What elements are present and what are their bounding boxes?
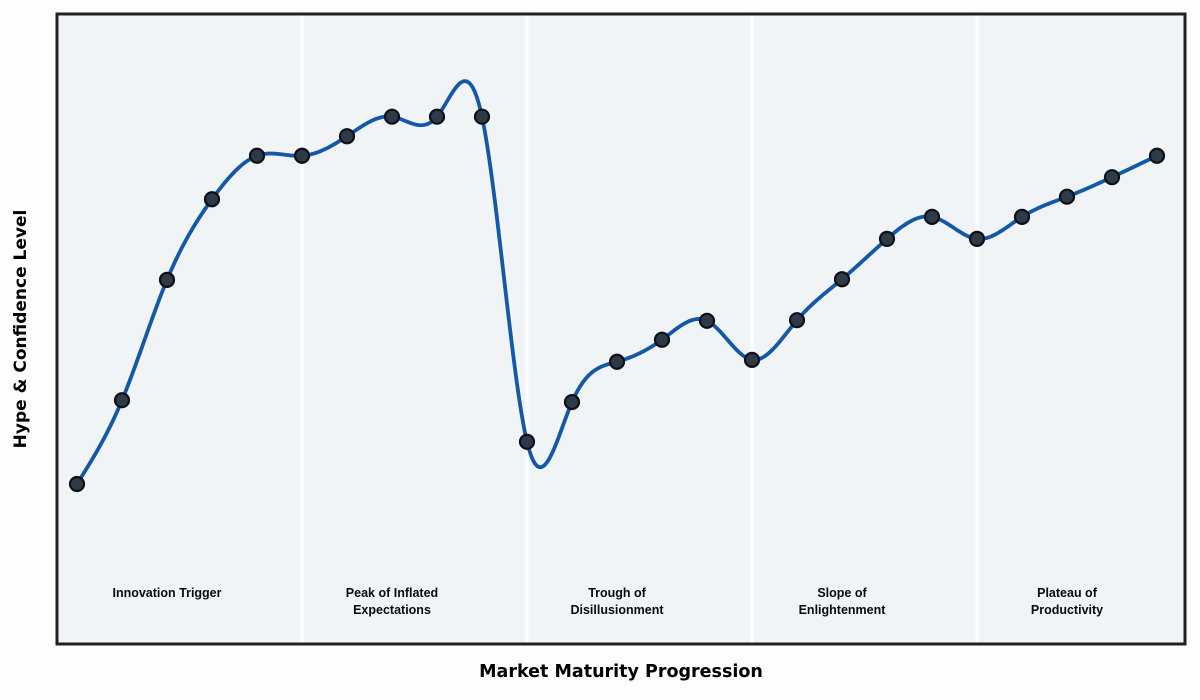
data-point [1148,147,1166,164]
phase-label: Slope of Enlightenment [798,586,886,617]
data-point [428,108,446,125]
data-point [203,191,221,208]
data-point [923,208,941,225]
data-point [248,147,266,164]
data-point [1013,208,1031,225]
data-point [518,433,536,450]
data-point [338,128,356,145]
plot-background [57,14,1185,644]
data-point [788,312,806,329]
data-point [653,331,671,348]
data-point [113,392,131,409]
y-axis-title: Hype & Confidence Level [11,209,31,449]
data-point [608,353,626,370]
phase-label: Trough of Disillusionment [570,586,664,617]
data-point [743,351,761,368]
phase-label: Peak of Inflated Expectations [345,586,439,617]
data-point [1058,188,1076,205]
data-point [473,108,491,125]
data-point [293,147,311,164]
data-point [1103,169,1121,186]
data-point [698,312,716,329]
data-point [383,108,401,125]
phase-label: Plateau of Productivity [1030,586,1104,617]
data-point [968,230,986,248]
data-point [158,271,176,288]
data-point [68,475,86,493]
data-point [878,230,896,248]
x-axis-title: Market Maturity Progression [479,662,763,682]
phase-label: Innovation Trigger [112,586,222,600]
plot-frame [55,12,1187,646]
data-point [563,393,581,411]
data-point [833,271,851,288]
